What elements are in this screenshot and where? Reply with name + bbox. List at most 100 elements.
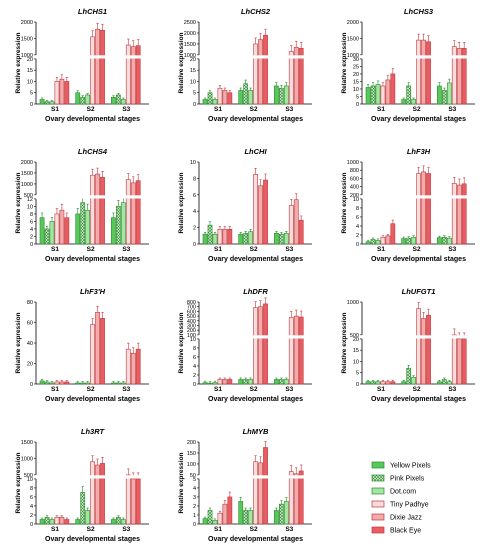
y-tick-label: 6 xyxy=(193,193,196,199)
bar-s3-5 xyxy=(135,45,141,105)
y-tick-label: 60 xyxy=(27,321,33,327)
bar-s1-2 xyxy=(49,221,55,245)
panel-lhufgt1: LhUFGT1 Relative expression Ovary developm… xyxy=(341,287,475,403)
bar-s2-5 xyxy=(100,318,105,385)
bar-s1-1 xyxy=(207,510,213,525)
bar-s2-2 xyxy=(248,510,254,525)
bar-s1-4 xyxy=(222,503,228,525)
y-tick-label: 12 xyxy=(27,197,33,203)
y-tick-label: 0 xyxy=(193,522,196,528)
axis-break xyxy=(359,55,475,59)
y-tick-label: 10 xyxy=(27,477,33,483)
bar-s2-1 xyxy=(80,492,86,525)
bar-s2-2 xyxy=(85,209,91,245)
bar-s1-0 xyxy=(39,217,45,245)
y-tick-label: 5 xyxy=(193,91,196,97)
y-tick-label: 4 xyxy=(193,486,196,492)
bar-s3-0 xyxy=(274,510,279,525)
stage-label: S2 xyxy=(87,246,95,253)
y-tick-label: 20 xyxy=(190,57,196,63)
stage-label: S3 xyxy=(448,386,456,393)
panel-lhdfr: LhDFR Relative expression Ovary developmen… xyxy=(178,287,312,403)
y-tick-label: 400 xyxy=(350,185,359,191)
y-tick-label: 700 xyxy=(187,305,196,311)
y-tick-label: 20 xyxy=(353,337,359,343)
y-tick-label: 4 xyxy=(30,504,33,510)
bar-s1-3 xyxy=(54,81,60,105)
bar-s1-5 xyxy=(64,519,70,525)
panel-title: LhCHS2 xyxy=(241,7,271,16)
panel-lhchs3: LhCHS3 Relative expression Ovary developme… xyxy=(341,7,475,123)
bar-s3-3 xyxy=(451,183,457,245)
y-tick-label: 1000 xyxy=(347,160,359,166)
bar-s3-0 xyxy=(111,96,116,105)
y-tick-label: 2500 xyxy=(184,20,196,26)
bar-s1-2 xyxy=(212,520,218,525)
bar-s2-3 xyxy=(253,174,258,245)
bar-s3-4 xyxy=(293,199,299,245)
y-tick-label: 5 xyxy=(356,371,359,377)
bar-s3-2 xyxy=(283,85,289,105)
bar-s1-2 xyxy=(212,233,218,245)
y-axis-label: Relative expression xyxy=(341,172,348,233)
x-axis-label: Ovary developmental stages xyxy=(208,256,303,263)
panel-lhchs1: LhCHS1 Relative expression Ovary developme… xyxy=(15,7,149,123)
stage-label: S2 xyxy=(413,246,421,253)
bar-s1-4 xyxy=(59,381,65,385)
bar-s1-1 xyxy=(370,381,376,385)
y-tick-label: 600 xyxy=(350,176,359,182)
axis-break xyxy=(33,475,149,479)
panel-title: LhF3H xyxy=(407,147,431,156)
bar-s1-1 xyxy=(370,85,376,105)
y-tick-label: 1000 xyxy=(347,300,359,306)
y-axis-label: Relative expression xyxy=(15,452,22,513)
bar-s2-5 xyxy=(426,173,431,245)
legend-label-3: Tiny Padhye xyxy=(390,502,429,509)
bar-s1-1 xyxy=(44,516,50,525)
panel-title: Lh3RT xyxy=(81,427,106,436)
chart-panels: LhCHS1 Relative expression Ovary developme… xyxy=(15,7,475,543)
y-tick-label: 0 xyxy=(30,242,33,248)
bar-s2-4 xyxy=(258,462,263,525)
bar-s1-5 xyxy=(390,73,396,105)
bar-s2-3 xyxy=(253,43,258,105)
bar-s3-3 xyxy=(451,46,457,105)
y-tick-label: 20 xyxy=(27,57,33,63)
panel-lhf3h: LhF3'H Relative expression Ovary developme… xyxy=(15,287,149,403)
bar-s3-0 xyxy=(111,519,116,525)
y-tick-label: 2 xyxy=(356,233,359,239)
panel-title: LhCHS4 xyxy=(78,147,108,156)
bar-s3-4 xyxy=(456,338,462,385)
bar-s3-3 xyxy=(288,471,294,525)
y-tick-label: 200 xyxy=(187,440,196,446)
y-tick-label: 100 xyxy=(187,333,196,339)
stage-label: S1 xyxy=(51,386,59,393)
legend-swatch-0 xyxy=(371,461,385,469)
bar-s2-2 xyxy=(411,236,417,245)
bar-s3-0 xyxy=(274,233,279,245)
bar-s1-0 xyxy=(365,381,371,385)
bar-s3-2 xyxy=(120,382,126,385)
bar-s2-2 xyxy=(85,382,91,385)
bar-s1-2 xyxy=(375,381,381,385)
y-tick-label: 8 xyxy=(30,212,33,218)
bar-s2-4 xyxy=(421,171,426,245)
y-tick-label: 0 xyxy=(30,522,33,528)
bar-s2-2 xyxy=(248,90,254,105)
bar-s1-5 xyxy=(227,379,233,385)
stage-label: S2 xyxy=(250,246,258,253)
bar-s3-5 xyxy=(298,316,304,385)
y-tick-label: 8 xyxy=(356,206,359,212)
bar-s1-3 xyxy=(380,236,386,245)
y-tick-label: 15 xyxy=(353,348,359,354)
bar-s3-4 xyxy=(293,315,299,385)
bar-s1-4 xyxy=(59,516,65,525)
y-tick-label: 2 xyxy=(30,234,33,240)
bar-s3-0 xyxy=(111,217,116,245)
y-tick-label: 1000 xyxy=(347,53,359,59)
y-tick-label: 40 xyxy=(27,341,33,347)
y-tick-label: 2 xyxy=(193,504,196,510)
bar-s1-1 xyxy=(44,381,50,385)
stage-label: S1 xyxy=(214,526,222,533)
panel-title: LhCHS3 xyxy=(404,7,434,16)
